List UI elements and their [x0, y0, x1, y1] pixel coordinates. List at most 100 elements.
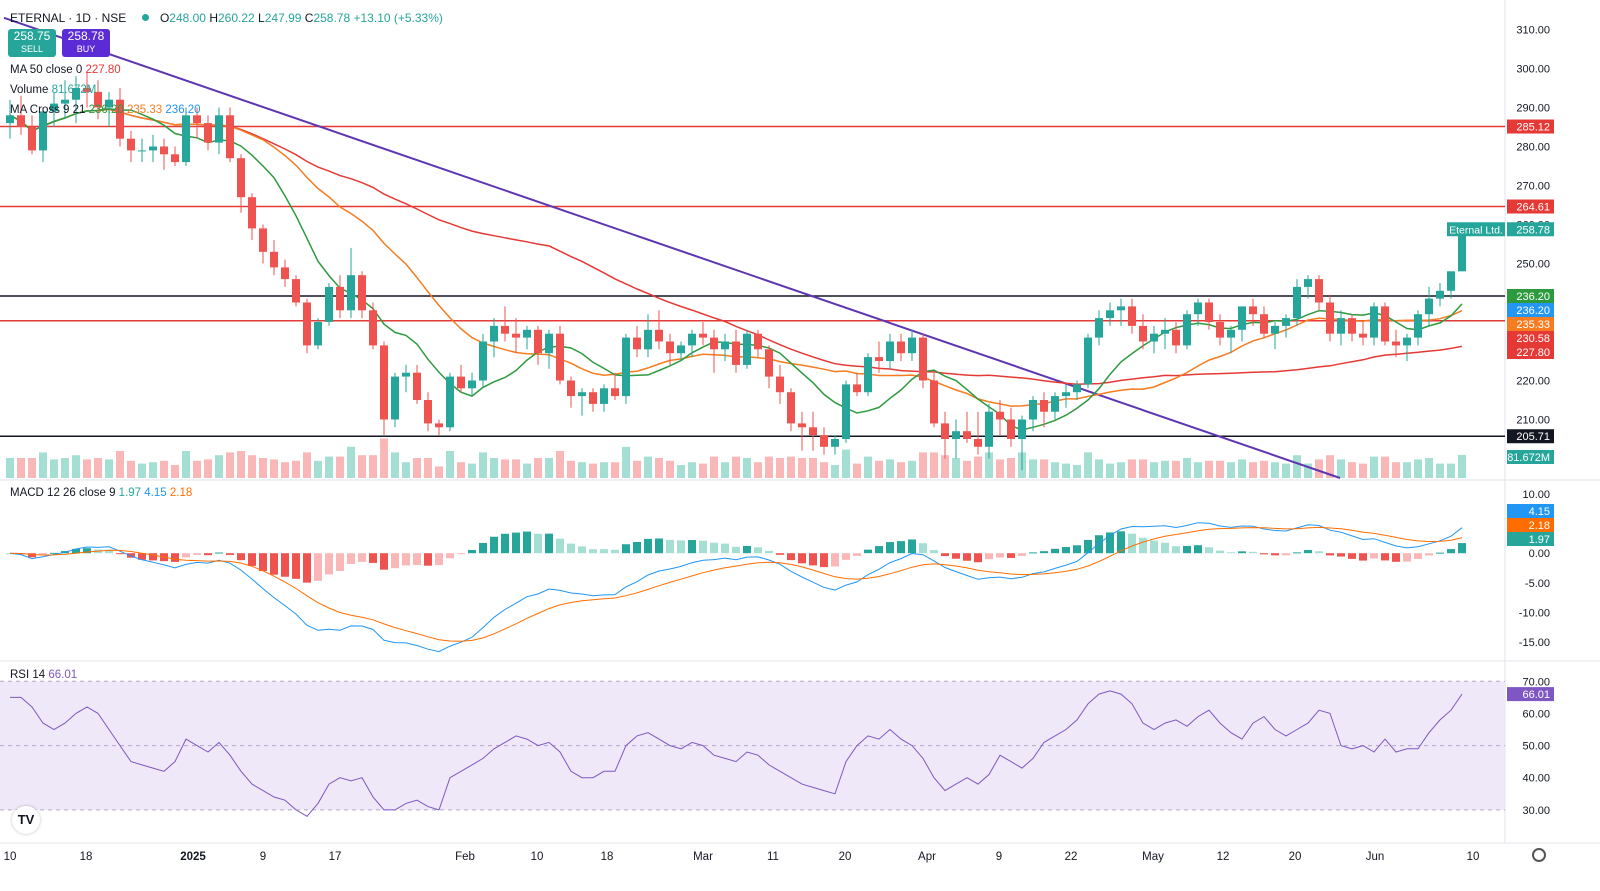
macd-histogram-bar [1194, 545, 1202, 554]
legend-rsi-value: 66.01 [48, 669, 78, 681]
candle-body [897, 341, 905, 354]
volume-bar [743, 458, 751, 478]
candle-body [1095, 318, 1103, 338]
macd-histogram-bar [831, 553, 839, 567]
candle-body [424, 400, 432, 424]
time-axis[interactable]: 10 18 2025 9 17 Feb 10 18 Mar 11 20 Apr 9 22 May 12 20 Ju… [4, 851, 1480, 863]
candle-body [523, 329, 531, 338]
time-label: Feb [455, 851, 475, 863]
macd-histogram-bar [512, 532, 520, 554]
macd-histogram-bar [1073, 545, 1081, 554]
candle-body [1315, 279, 1323, 303]
settings-gear-icon[interactable] [1532, 848, 1546, 862]
volume-bar [589, 463, 597, 478]
volume-bar [39, 452, 47, 478]
volume-bar [292, 460, 300, 478]
macd-histogram-bar [226, 553, 234, 555]
candle-body [644, 329, 652, 350]
legend-ma50[interactable]: MA 50 close 0 227.80 [10, 64, 121, 76]
candle-body [721, 341, 729, 350]
volume-bar [369, 455, 377, 478]
candle-body [1392, 341, 1400, 346]
macd-histogram-bar [1326, 553, 1334, 556]
volume-bar [1161, 460, 1169, 478]
candle-body [765, 349, 773, 377]
candle-body [116, 99, 124, 139]
macd-histogram-bar [886, 542, 894, 554]
volume-bar [1205, 460, 1213, 478]
candle-body [1117, 306, 1125, 311]
candle-body [446, 376, 454, 428]
time-label: 12 [1217, 851, 1230, 863]
volume-bar [1326, 455, 1334, 478]
macd-histogram-bar [391, 553, 399, 569]
candle-body [303, 302, 311, 346]
time-label: 17 [329, 851, 342, 863]
macd-histogram-bar [259, 553, 267, 572]
macd-histogram-bar [1392, 553, 1400, 562]
time-label: 9 [996, 851, 1002, 863]
volume-bar [688, 462, 696, 478]
candle-body [798, 423, 806, 428]
candle-body [864, 357, 872, 393]
volume-bar [776, 458, 784, 478]
macd-histogram-bar [127, 553, 135, 558]
volume-bar [424, 458, 432, 478]
time-label: Mar [693, 851, 713, 863]
symbol-label: ETERNAL · 1D · NSE [10, 11, 127, 25]
candle-body [61, 99, 69, 104]
candle-body [1084, 337, 1092, 385]
legend-rsi[interactable]: RSI 14 66.01 [10, 669, 77, 681]
candle-body [83, 88, 91, 92]
volume-bar [787, 456, 795, 478]
volume-bar [600, 462, 608, 478]
volume-bar [446, 451, 454, 478]
horizontal-levels[interactable] [0, 16, 1505, 479]
volume-bar [72, 455, 80, 478]
candle-body [1051, 396, 1059, 412]
candle-body [886, 341, 894, 361]
volume-bar [831, 465, 839, 478]
volume-bar [413, 458, 421, 478]
price-axis[interactable]: 200.00210.00220.00230.00240.00250.00260.… [1447, 25, 1554, 817]
macd-histogram-bar [457, 553, 465, 555]
candle-body [28, 127, 36, 151]
legend-macd[interactable]: MACD 12 26 close 9 1.97 4.15 2.18 [10, 487, 192, 499]
sell-button[interactable]: 258.75 SELL [8, 29, 56, 57]
macd-histogram-bar [248, 553, 256, 566]
legend-macross[interactable]: MA Cross 9 21 236.20 235.33 236.20 [10, 104, 201, 116]
legend-ma50-value: 227.80 [85, 64, 121, 76]
candle-body [193, 115, 201, 124]
ma50-line [9, 108, 1463, 385]
legend-volume[interactable]: Volume 81.672M [10, 84, 96, 96]
candle-body [1370, 306, 1378, 338]
macd-histogram-bar [193, 553, 201, 555]
macd-histogram-bar [270, 553, 278, 575]
symbol-title[interactable]: ETERNAL · 1D · NSE O248.00 H260.22 L247.… [10, 11, 443, 25]
macd-histogram-bar [721, 543, 729, 554]
tradingview-logo-icon[interactable]: TV [12, 806, 40, 834]
candle-body [325, 286, 333, 322]
price-badge-green [1507, 289, 1554, 303]
volume-bar [512, 459, 520, 478]
volume-bar [567, 460, 575, 478]
volume-bar [1172, 460, 1180, 478]
price-tick-label: 270.00 [1516, 181, 1550, 193]
macd-histogram-bar [83, 548, 91, 554]
price-badge-text: 264.61 [1516, 202, 1550, 214]
macd-histogram-bar [325, 553, 333, 575]
candle-body [358, 275, 366, 311]
macd-histogram-bar [1282, 553, 1290, 556]
buy-button[interactable]: 258.78 BUY [62, 29, 110, 57]
macd-histogram-bar [710, 542, 718, 554]
volume-bar [853, 463, 861, 478]
macd-histogram-bar [347, 553, 355, 564]
macd-histogram-bar [446, 553, 454, 559]
volume-bar [721, 462, 729, 478]
macd-histogram-bar [479, 542, 487, 554]
price-badge-red [1507, 199, 1554, 214]
candle-body [160, 146, 168, 155]
macd-histogram-bar [1359, 553, 1367, 561]
